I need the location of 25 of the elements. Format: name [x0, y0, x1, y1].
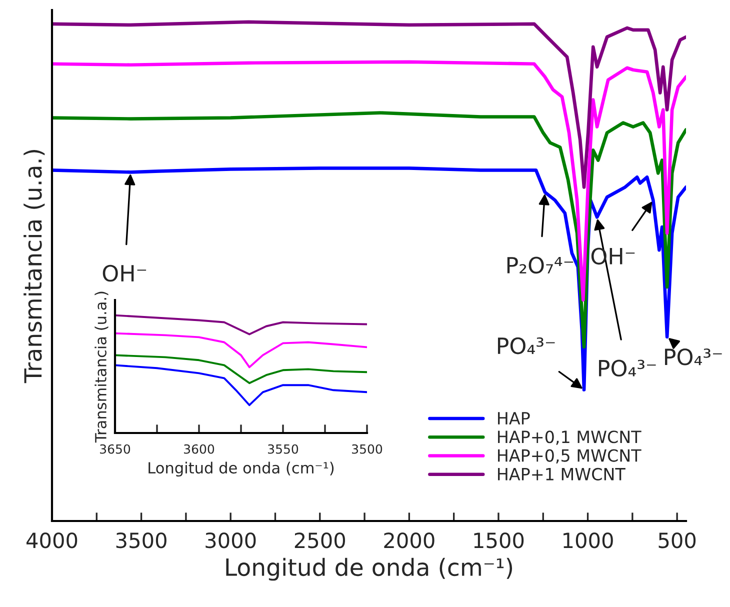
y-axis-title: Transmitancia (u.a.)	[24, 150, 45, 384]
annotation: OH⁻	[102, 264, 146, 282]
legend-label: HAP	[498, 412, 530, 424]
x-tick-label: 2500	[294, 532, 346, 548]
x-axis-title: Longitud de onda (cm⁻¹)	[148, 462, 334, 477]
x-tick-label: 3650	[100, 444, 130, 454]
annotation: PO₄³⁻	[599, 360, 656, 377]
x-tick-label: 3500	[116, 532, 166, 548]
x-tick-label: 1500	[474, 532, 524, 548]
x-tick-label: 500	[658, 532, 696, 548]
legend-label: HAP+0,5 MWCNT	[498, 449, 642, 464]
x-tick-label: 2000	[384, 532, 434, 548]
x-tick-label: 4000	[26, 532, 78, 548]
x-tick-label: 3550	[268, 444, 298, 454]
annotation: P₂O₇⁴⁻	[507, 256, 574, 274]
annotation: PO₄³⁻	[498, 337, 555, 354]
x-tick-label: 3600	[184, 444, 214, 454]
y-axis-title: Transmitancia (u.a.)	[94, 292, 108, 443]
x-axis-title: Longitud de onda (cm⁻¹)	[226, 558, 512, 581]
x-tick-label: 3000	[206, 532, 256, 548]
x-tick-label: 3500	[352, 444, 382, 454]
legend-label: HAP+0,1 MWCNT	[498, 430, 642, 445]
x-tick-label: 1000	[564, 532, 613, 548]
legend-label: HAP+1 MWCNT	[498, 468, 626, 480]
annotation: PO₄³⁻	[665, 348, 722, 366]
